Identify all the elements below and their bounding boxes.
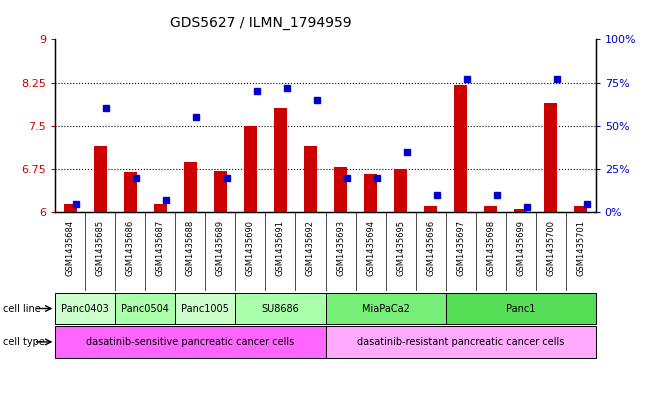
Text: GSM1435692: GSM1435692: [306, 220, 315, 276]
Bar: [424, 206, 437, 212]
Text: dasatinib-sensitive pancreatic cancer cells: dasatinib-sensitive pancreatic cancer ce…: [87, 337, 294, 347]
Text: Panc0403: Panc0403: [61, 303, 109, 314]
Bar: [484, 206, 497, 212]
Text: SU8686: SU8686: [262, 303, 299, 314]
Text: Panc0504: Panc0504: [122, 303, 169, 314]
Text: GSM1435695: GSM1435695: [396, 220, 405, 276]
Text: dasatinib-resistant pancreatic cancer cells: dasatinib-resistant pancreatic cancer ce…: [357, 337, 564, 347]
Text: GSM1435699: GSM1435699: [516, 220, 525, 276]
Text: GSM1435689: GSM1435689: [216, 220, 225, 276]
Text: GSM1435688: GSM1435688: [186, 220, 195, 276]
Bar: [304, 146, 317, 212]
Bar: [273, 108, 287, 212]
Bar: [115, 293, 175, 324]
Text: GSM1435701: GSM1435701: [576, 220, 585, 276]
Bar: [236, 293, 326, 324]
Text: GSM1435698: GSM1435698: [486, 220, 495, 276]
Text: Panc1005: Panc1005: [182, 303, 229, 314]
Text: GSM1435696: GSM1435696: [426, 220, 435, 276]
Bar: [64, 204, 77, 212]
Bar: [454, 85, 467, 212]
Text: cell line: cell line: [3, 303, 41, 314]
Bar: [514, 209, 527, 212]
Bar: [544, 103, 557, 212]
Bar: [154, 204, 167, 212]
Text: GSM1435693: GSM1435693: [336, 220, 345, 276]
Bar: [175, 293, 236, 324]
Bar: [243, 126, 257, 212]
Bar: [124, 172, 137, 212]
Text: GSM1435700: GSM1435700: [546, 220, 555, 276]
Bar: [55, 326, 325, 358]
Bar: [184, 162, 197, 212]
Bar: [334, 167, 347, 212]
Bar: [364, 174, 378, 212]
Text: GSM1435684: GSM1435684: [66, 220, 75, 276]
Text: GSM1435697: GSM1435697: [456, 220, 465, 276]
Bar: [574, 206, 587, 212]
Bar: [394, 169, 408, 212]
Bar: [326, 326, 596, 358]
Text: GSM1435694: GSM1435694: [366, 220, 375, 276]
Bar: [445, 293, 596, 324]
Bar: [214, 171, 227, 212]
Bar: [55, 293, 115, 324]
Text: cell type: cell type: [3, 337, 45, 347]
Text: GSM1435687: GSM1435687: [156, 220, 165, 276]
Text: GSM1435685: GSM1435685: [96, 220, 105, 276]
Text: GDS5627 / ILMN_1794959: GDS5627 / ILMN_1794959: [170, 16, 351, 30]
Text: MiaPaCa2: MiaPaCa2: [361, 303, 409, 314]
Text: GSM1435691: GSM1435691: [276, 220, 285, 276]
Text: GSM1435686: GSM1435686: [126, 220, 135, 276]
Bar: [94, 146, 107, 212]
Text: GSM1435690: GSM1435690: [246, 220, 255, 276]
Bar: [326, 293, 445, 324]
Text: Panc1: Panc1: [506, 303, 535, 314]
